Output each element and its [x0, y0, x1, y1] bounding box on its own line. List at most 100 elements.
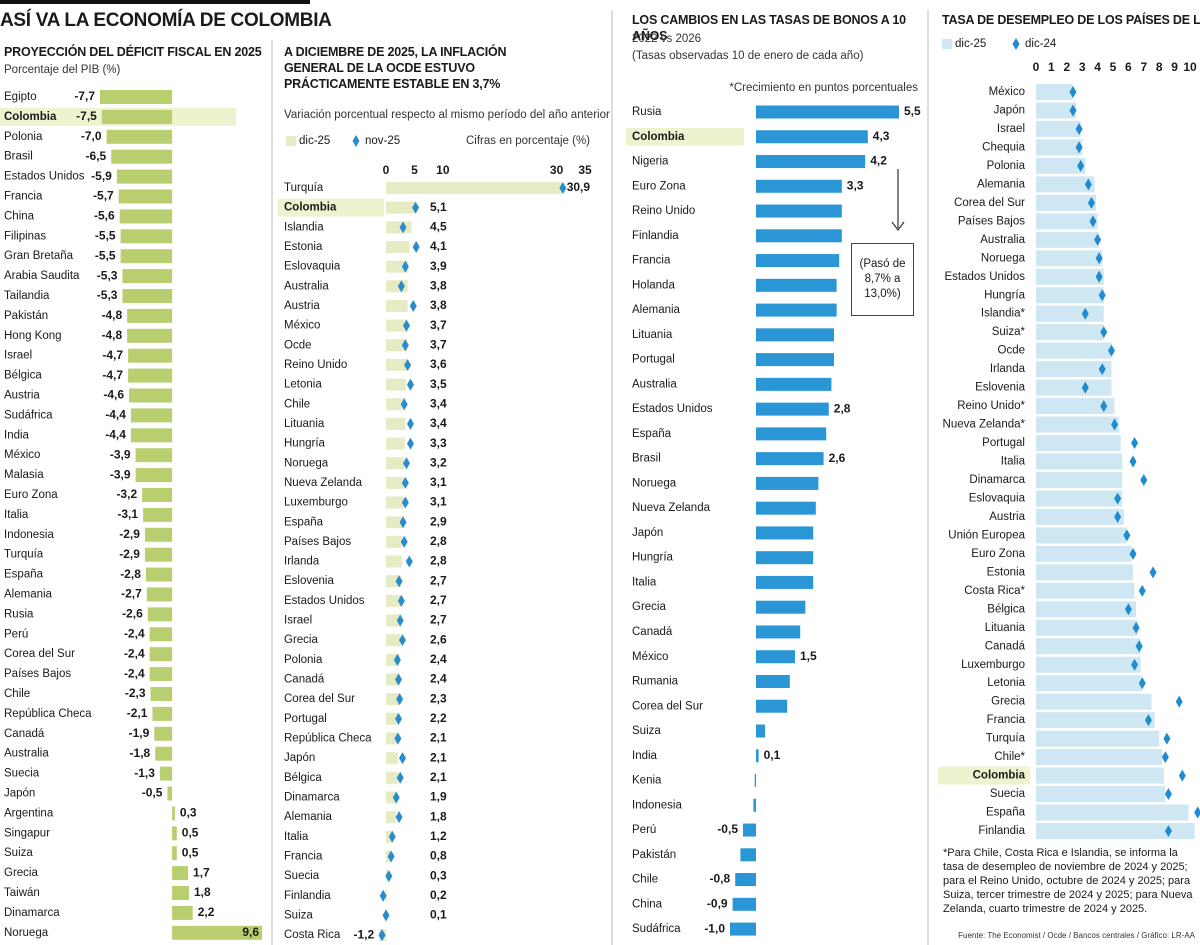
bar [172, 846, 177, 861]
value-label: 0,2 [430, 888, 447, 902]
bar [1036, 250, 1103, 267]
category-label: Eslovenia [975, 382, 1025, 394]
diamond-marker [1081, 307, 1089, 320]
diamond-marker [1095, 270, 1103, 283]
category-label: Eslovenia [284, 575, 334, 587]
bar [128, 368, 173, 383]
bar [756, 130, 868, 144]
category-label: Alemania [977, 178, 1026, 190]
bar [1036, 102, 1077, 119]
category-label: Indonesia [632, 799, 682, 811]
diamond-marker [396, 771, 404, 784]
chart-note: (Tasas observadas 10 de enero de cada añ… [632, 50, 864, 62]
value-label: 4,5 [430, 219, 447, 233]
category-label: Estonia [987, 566, 1026, 578]
diamond-marker [1069, 104, 1077, 117]
category-label: Chile [284, 398, 310, 410]
diamond-marker [398, 752, 406, 765]
bar [1036, 194, 1097, 211]
value-label: 0,3 [430, 868, 447, 882]
category-label: Indonesia [4, 529, 54, 541]
category-label: Rusia [632, 106, 662, 118]
bar [386, 319, 408, 332]
category-label: Canadá [632, 626, 673, 638]
diamond-marker [398, 634, 406, 647]
category-label: Tailandia [4, 290, 50, 302]
bar [127, 308, 173, 323]
bar [756, 278, 837, 292]
value-label: 1,8 [194, 885, 211, 899]
category-label: España [4, 569, 44, 581]
category-label: Bélgica [284, 772, 322, 784]
value-label: 3,5 [430, 377, 447, 391]
value-label: -4,8 [101, 328, 122, 342]
category-label: Hungría [984, 289, 1026, 301]
category-label: India [4, 429, 30, 441]
value-label: -4,8 [101, 308, 122, 322]
category-label: Singapur [4, 827, 50, 839]
category-label: Alemania [632, 304, 681, 316]
bar [1036, 730, 1160, 747]
value-label: -5,3 [97, 288, 118, 302]
category-label: Australia [284, 280, 329, 292]
category-label: Costa Rica* [964, 585, 1025, 597]
category-label: Holanda [632, 279, 675, 291]
bar [159, 766, 173, 781]
category-label: Suiza [632, 725, 661, 737]
diamond-marker [400, 535, 408, 548]
bar [129, 388, 173, 403]
value-label: 0,1 [764, 748, 781, 762]
category-label: Pakistán [632, 849, 676, 861]
category-label: Eslovaquia [284, 261, 341, 273]
bar [1036, 508, 1124, 525]
value-label: 3,6 [430, 357, 447, 371]
category-label: Noruega [981, 252, 1026, 264]
category-label: Islandia [284, 221, 324, 233]
bar [756, 600, 806, 614]
diamond-marker [1131, 658, 1139, 671]
value-label: 2,8 [430, 554, 447, 568]
category-label: Turquía [986, 733, 1026, 745]
bar [172, 905, 193, 920]
category-label: Bélgica [4, 370, 42, 382]
bar [756, 724, 766, 738]
bar [386, 417, 406, 430]
value-label: -0,5 [142, 786, 163, 800]
diamond-marker [1194, 806, 1200, 819]
diamond-marker [395, 575, 403, 588]
value-label: 2,9 [430, 514, 447, 528]
value-label: -7,5 [76, 109, 97, 123]
bar [119, 209, 173, 224]
bar [128, 348, 173, 363]
category-label: Australia [980, 234, 1025, 246]
category-label: Bélgica [987, 603, 1025, 615]
category-label: Alemania [284, 811, 333, 823]
category-label: Finlandia [978, 825, 1025, 837]
source: Fuente: The Economist / Ocde / Bancos ce… [958, 931, 1195, 940]
highlight-band [626, 127, 744, 146]
chart-subtitle: 2022 vs 2026 [632, 33, 702, 45]
diamond-marker [388, 830, 396, 843]
category-label: Estados Unidos [944, 271, 1025, 283]
bar [130, 408, 173, 423]
diamond-marker [1178, 769, 1186, 782]
diamond-marker [1164, 788, 1172, 801]
annotation-arrow [891, 169, 905, 231]
category-label: Luxemburgo [284, 497, 348, 509]
value-label: -4,4 [105, 408, 126, 422]
diamond-marker [401, 496, 409, 509]
value-label: 0,5 [182, 825, 199, 839]
diamond-marker [1100, 326, 1108, 339]
diamond-marker [1138, 584, 1146, 597]
value-label: -2,8 [120, 567, 141, 581]
highlight-band [278, 198, 384, 217]
value-label: -3,9 [110, 447, 131, 461]
category-label: Suecia [284, 870, 320, 882]
annotation: (Pasó de 8,7% a 13,0%) [851, 243, 914, 316]
bar [1036, 638, 1141, 655]
bar [754, 774, 756, 788]
legend-swatch [1012, 38, 1020, 50]
x-tick-label: 7 [1140, 60, 1147, 74]
category-label: Corea del Sur [4, 648, 75, 660]
value-label: -2,6 [122, 607, 143, 621]
